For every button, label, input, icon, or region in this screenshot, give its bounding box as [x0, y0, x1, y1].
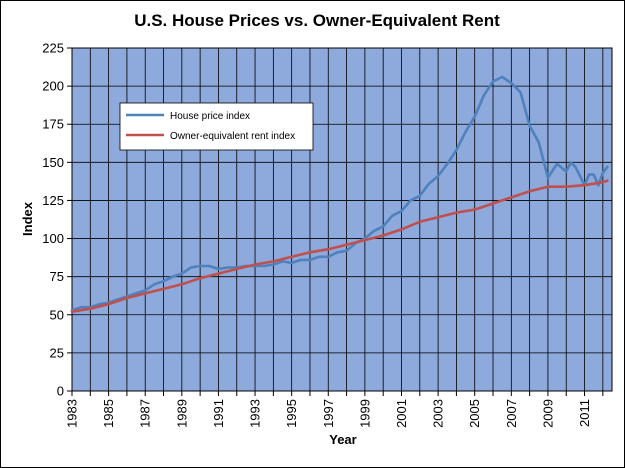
y-tick-label: 175 — [42, 117, 64, 132]
y-axis-ticks: 0 25 50 75 100 125 150 175 200 225 — [42, 41, 72, 399]
legend: House price index Owner-equivalent rent … — [119, 102, 314, 151]
x-tick-label: 1991 — [211, 399, 226, 428]
x-tick-label: 2005 — [467, 399, 482, 428]
x-tick-label: 1983 — [65, 399, 80, 428]
y-tick-label: 100 — [42, 231, 64, 246]
y-axis-label: Index — [20, 201, 35, 236]
y-tick-label: 50 — [50, 307, 64, 322]
x-tick-label: 2011 — [577, 399, 592, 427]
y-tick-label: 225 — [42, 41, 64, 56]
x-tick-label: 2007 — [504, 399, 519, 428]
y-tick-label: 0 — [57, 384, 64, 399]
chart-title: U.S. House Prices vs. Owner-Equivalent R… — [134, 11, 500, 30]
plot-area — [71, 47, 613, 392]
y-tick-label: 150 — [42, 155, 64, 170]
x-axis-label: Year — [329, 432, 356, 447]
x-tick-label: 1993 — [248, 399, 263, 428]
y-tick-label: 25 — [50, 345, 64, 360]
series-lines — [70, 75, 609, 314]
legend-label-house-price: House price index — [170, 111, 250, 122]
x-tick-label: 1989 — [174, 399, 189, 428]
x-tick-label: 2001 — [394, 399, 409, 428]
x-tick-label: 2009 — [540, 399, 555, 428]
series-line-1 — [70, 179, 609, 314]
x-tick-label: 1985 — [101, 399, 116, 428]
x-tick-label: 1987 — [138, 399, 153, 428]
x-axis-ticks: 1983 1985 1987 1989 1991 1993 1995 1997 1999 2001… — [65, 391, 604, 428]
legend-label-oer: Owner-equivalent rent index — [170, 131, 295, 142]
y-tick-label: 125 — [42, 193, 64, 208]
x-tick-label: 1999 — [357, 399, 372, 428]
y-tick-label: 200 — [42, 79, 64, 94]
x-tick-label: 1997 — [321, 399, 336, 428]
legend-box — [119, 102, 314, 151]
x-tick-label: 1995 — [284, 399, 299, 428]
x-tick-label: 2003 — [431, 399, 446, 428]
y-tick-label: 75 — [50, 269, 64, 284]
